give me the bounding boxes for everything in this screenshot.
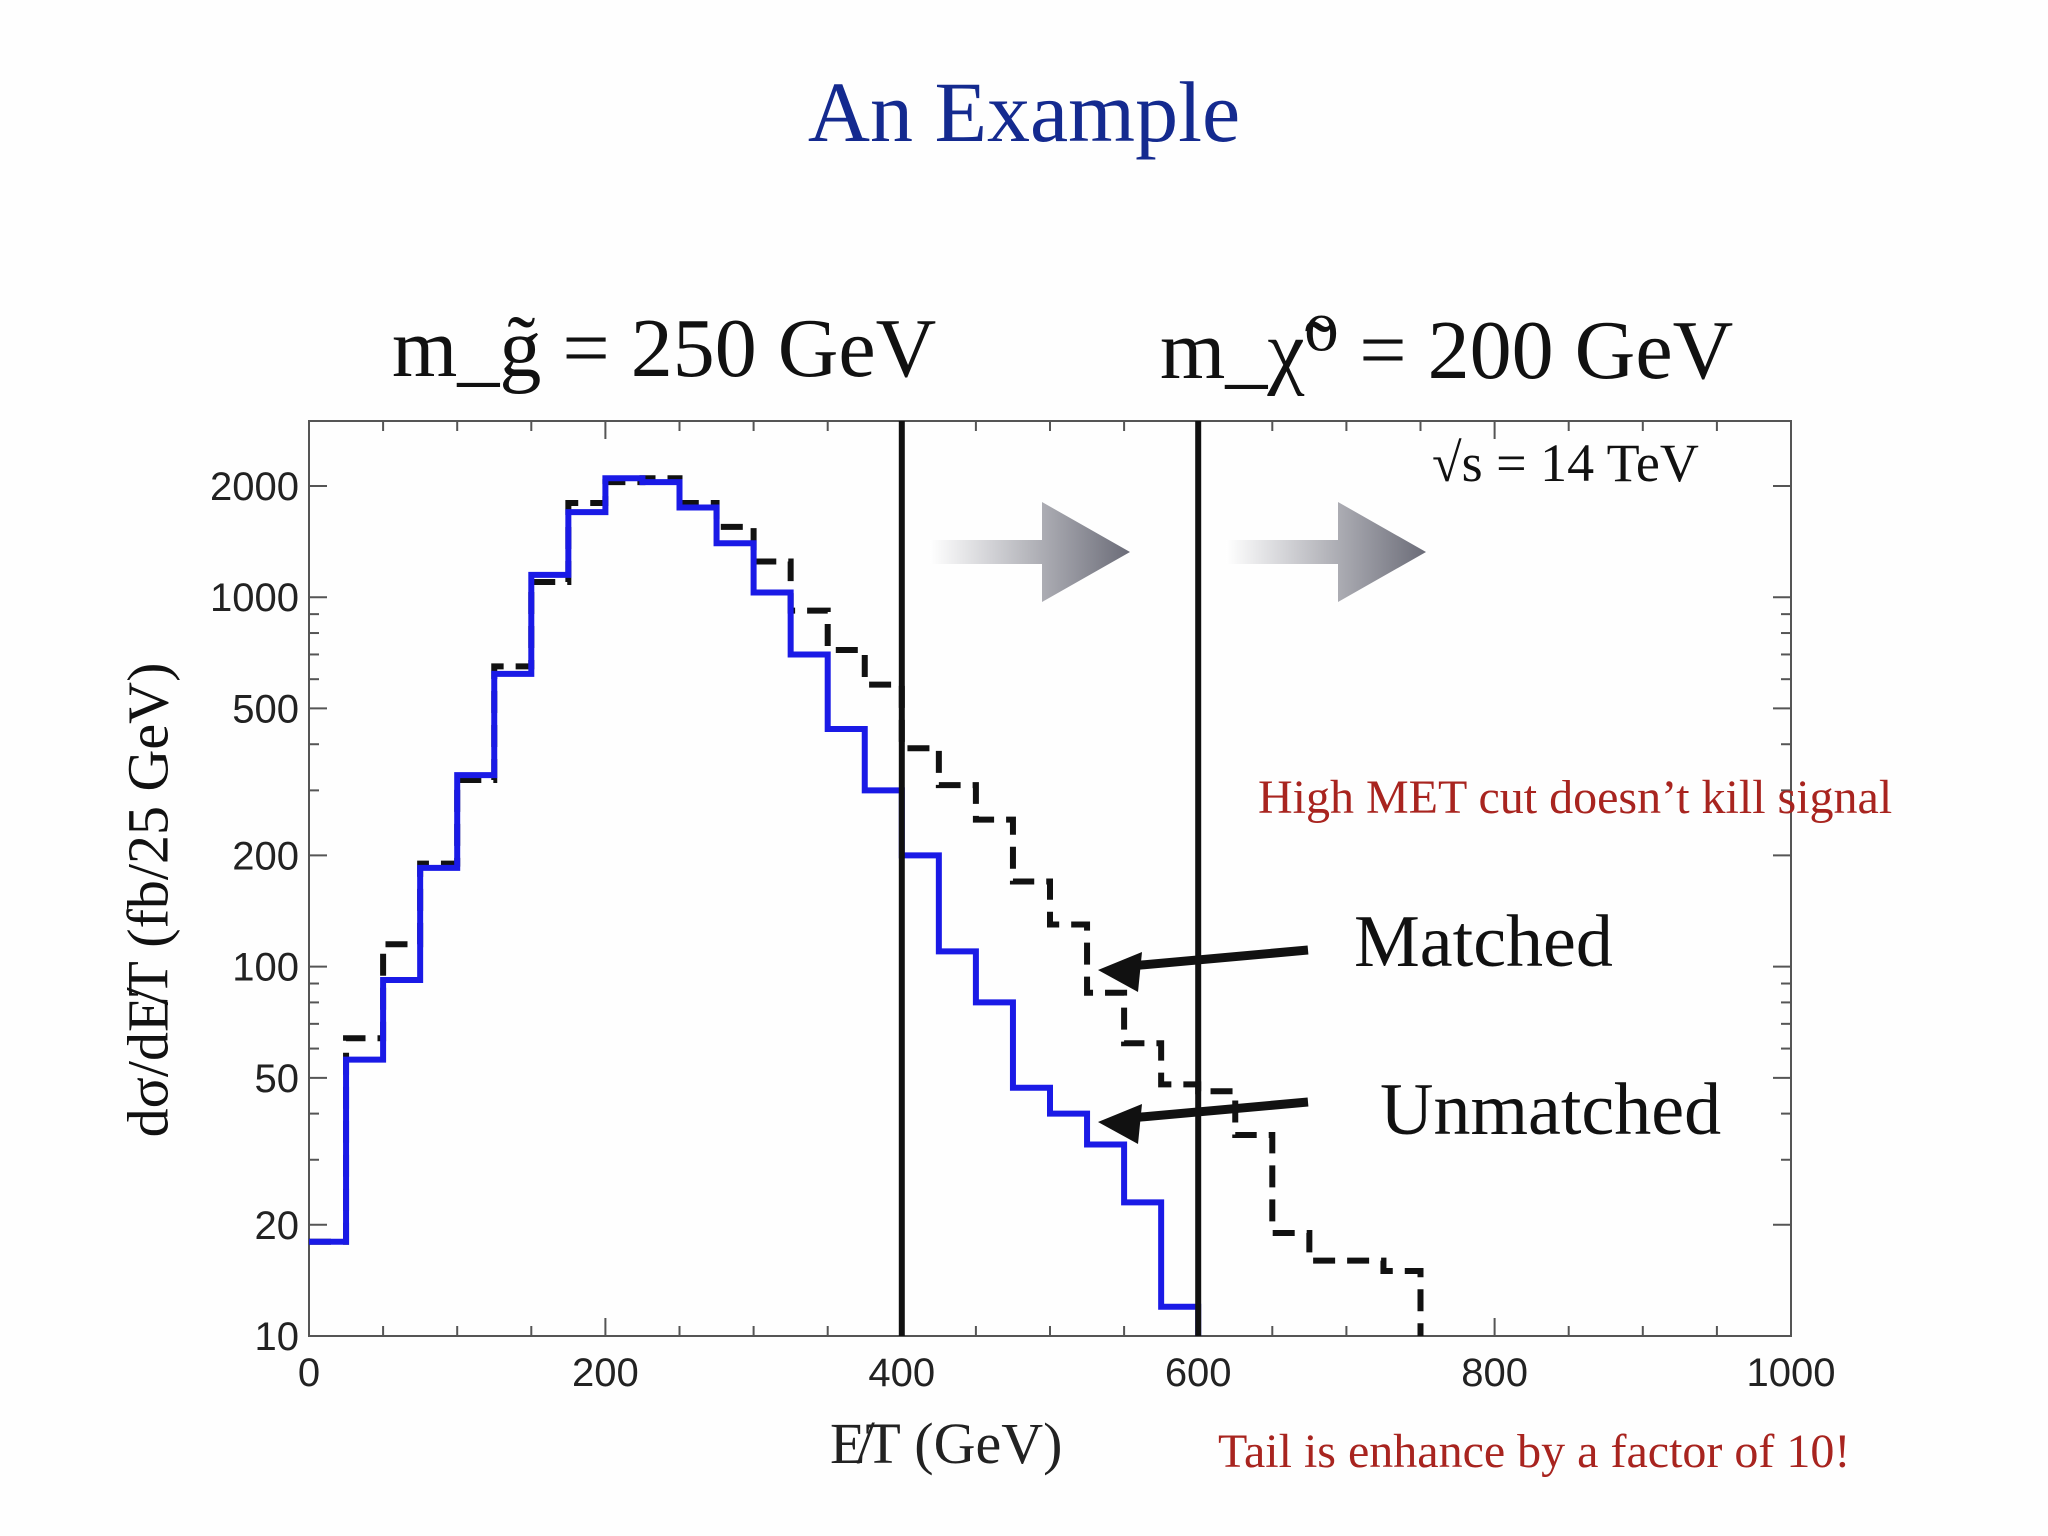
unmatched-histogram [309,475,1202,1336]
y-tick-label: 200 [232,834,299,878]
y-tick-label: 100 [232,946,299,990]
y-axis-label: dσ/dE̸T (fb/25 GeV) [115,662,181,1138]
unmatched-pointer-icon-head [1098,1104,1142,1144]
tail-note: Tail is enhance by a factor of 10! [1218,1425,1851,1478]
y-tick-label: 50 [255,1057,300,1101]
unmatched-label: Unmatched [1380,1069,1722,1151]
x-axis-label: E̸T (GeV) [830,1411,1063,1476]
slide-title: An Example [807,64,1241,160]
cut-arrow-icon [1226,502,1426,602]
met-cut-note: High MET cut doesn’t kill signal [1258,771,1893,824]
y-tick-label: 1000 [210,576,299,620]
x-tick-label: 800 [1461,1351,1528,1395]
neutralino-mass-label: m_χ̃⁰ = 200 GeV [1160,304,1734,397]
y-tick-label: 2000 [210,465,299,509]
matched-pointer-icon-head [1098,952,1142,992]
unmatched-pointer-icon [1125,1097,1309,1123]
x-tick-label: 600 [1165,1351,1232,1395]
y-tick-label: 10 [255,1315,300,1359]
matched-histogram [309,475,1424,1336]
x-tick-label: 200 [572,1351,639,1395]
x-tick-label: 1000 [1747,1351,1836,1395]
x-tick-label: 400 [868,1351,935,1395]
cut-arrow-icon [930,502,1130,602]
y-tick-label: 500 [232,687,299,731]
y-tick-label: 20 [255,1204,300,1248]
matched-pointer-icon [1125,945,1309,971]
energy-label: √s = 14 TeV [1432,433,1699,493]
x-tick-label: 0 [298,1351,320,1395]
matched-label: Matched [1354,901,1613,983]
gluino-mass-label: m_g̃ = 250 GeV [392,302,937,395]
